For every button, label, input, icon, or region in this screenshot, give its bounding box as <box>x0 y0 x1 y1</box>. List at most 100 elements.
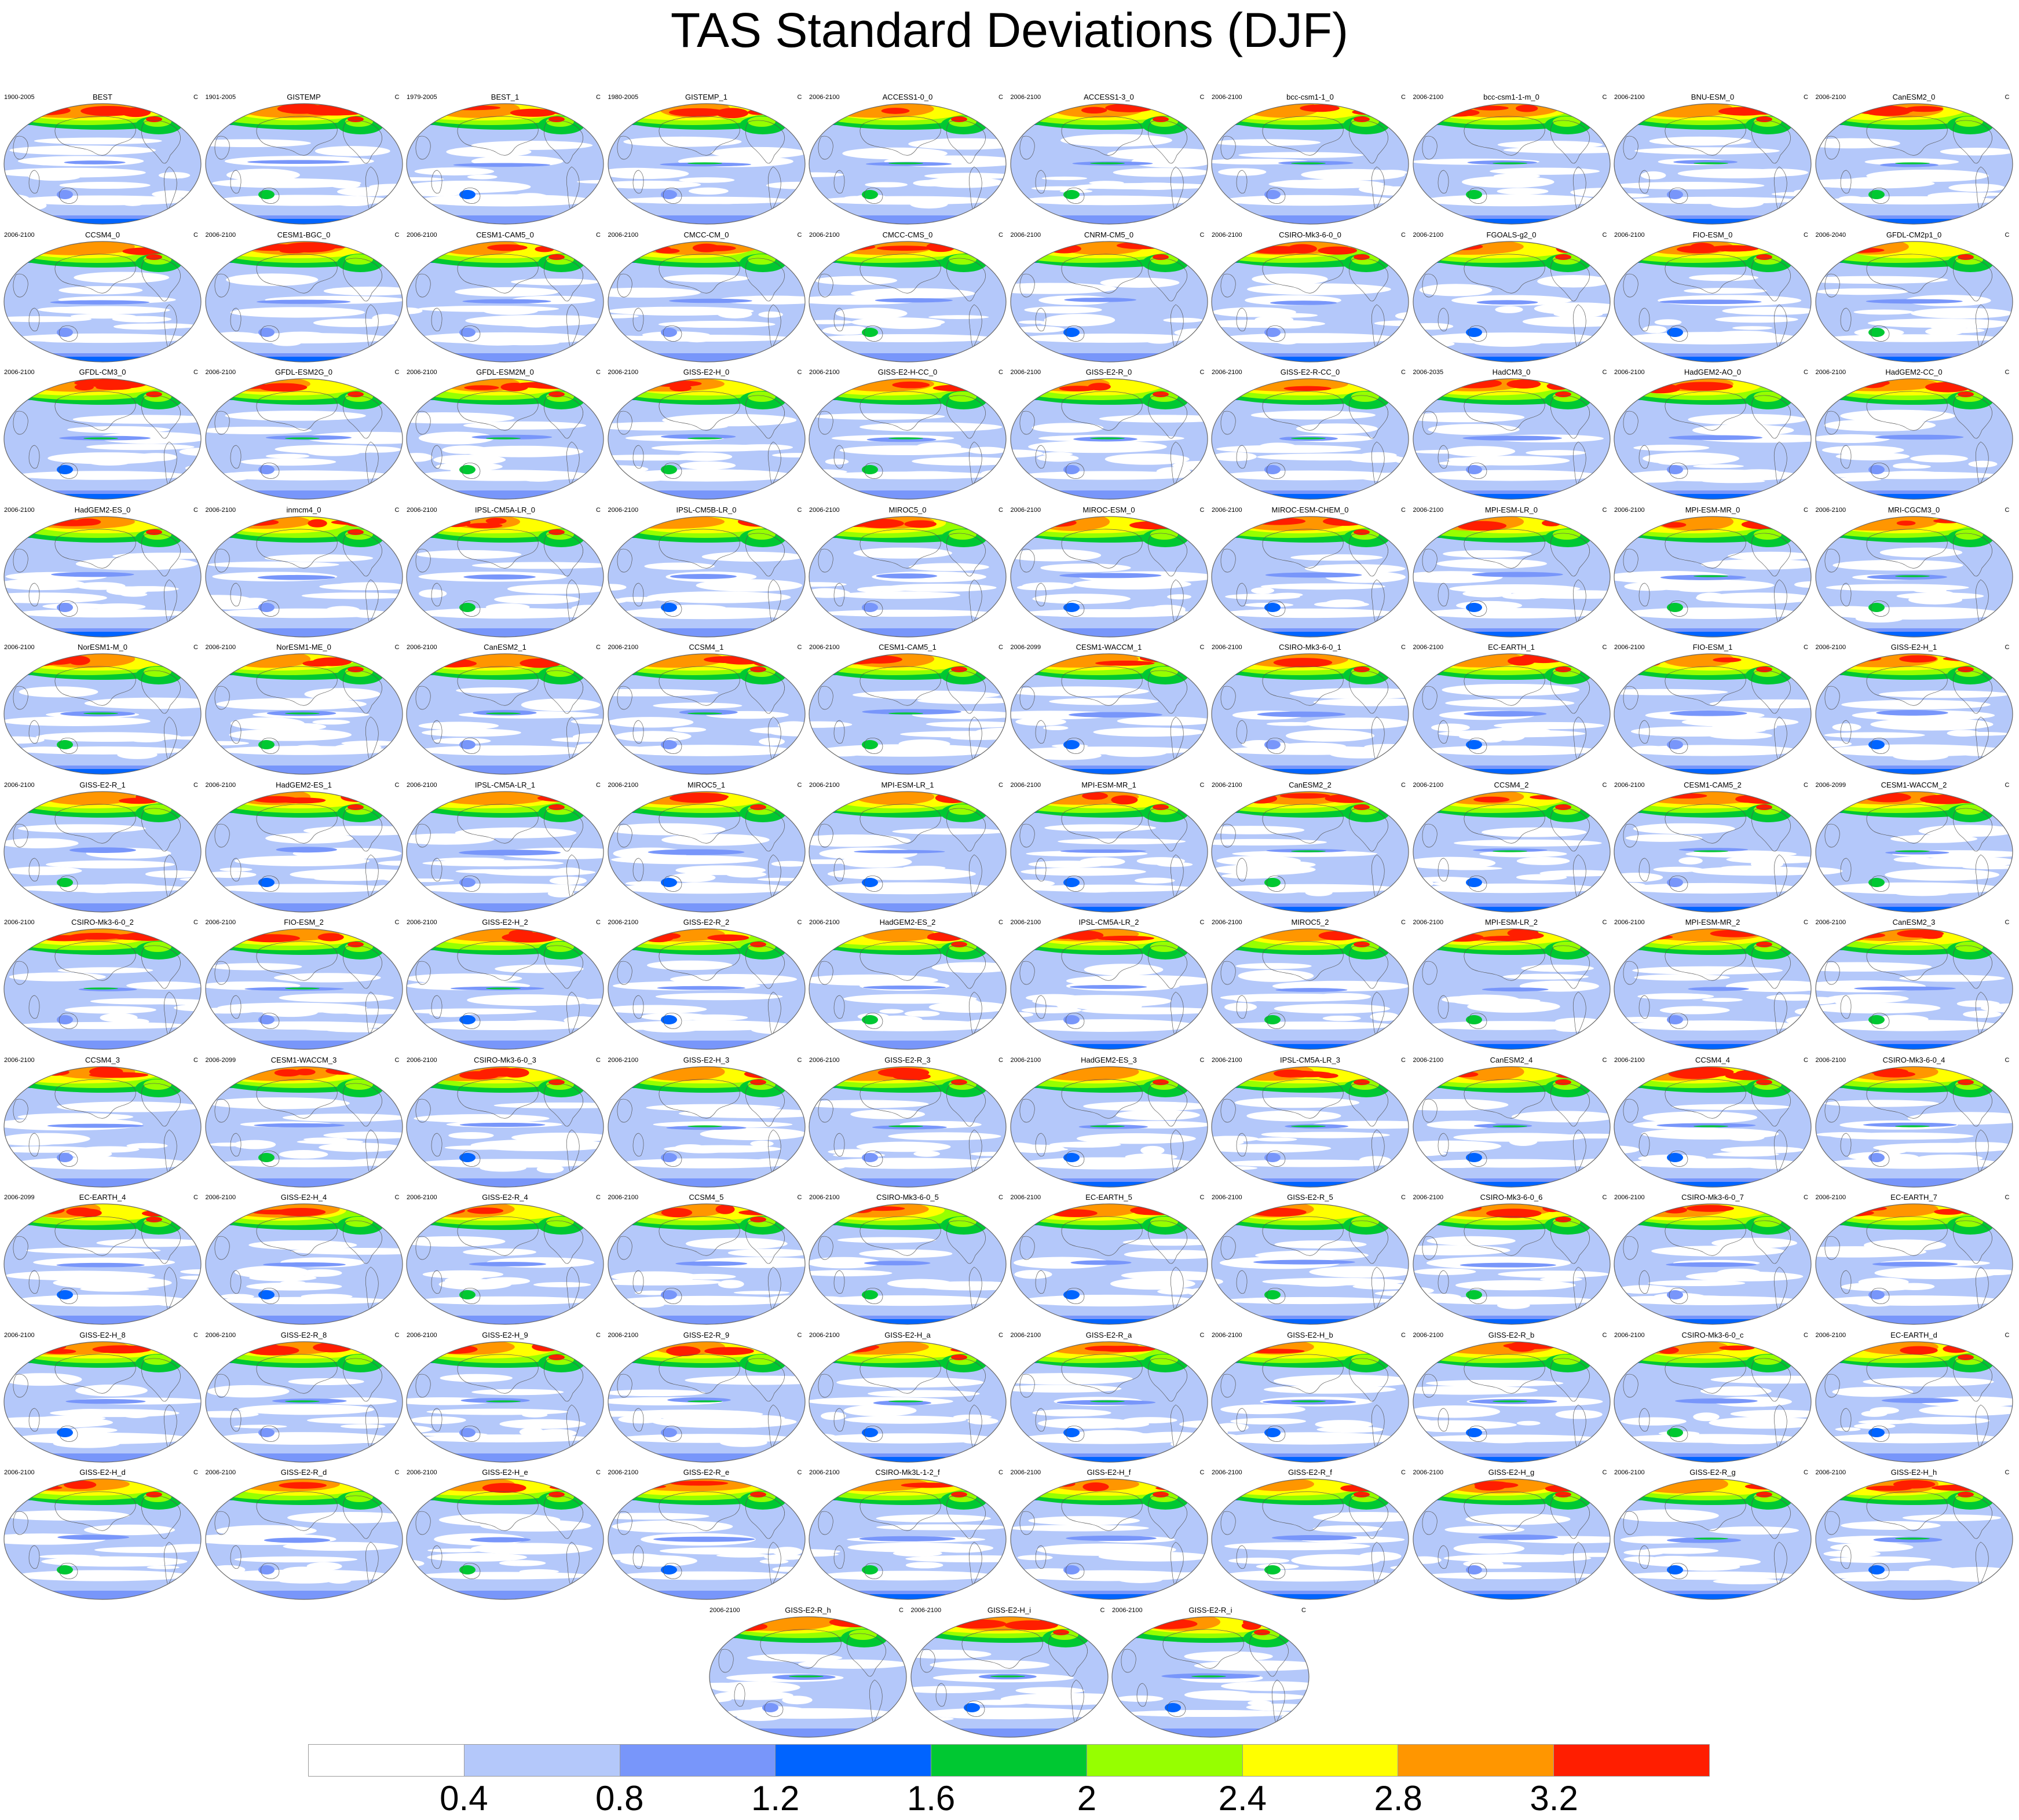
map-panel: MPI-ESM-MR_0 2006-2100 C <box>1612 504 1813 640</box>
panel-map <box>204 378 403 500</box>
panel-map <box>1815 1341 2013 1463</box>
panel-map <box>1010 103 1208 225</box>
map-panel: GFDL-ESM2G_0 2006-2100 C <box>204 367 404 502</box>
panel-map <box>1010 1065 1208 1188</box>
map-panel: GISS-E2-H-CC_0 2006-2100 C <box>807 367 1008 502</box>
map-panel: CESM1-CAM5_1 2006-2100 C <box>807 642 1008 777</box>
panel-period: 2006-2100 <box>205 781 236 789</box>
colorbar-box <box>931 1745 1087 1776</box>
panel-map <box>1815 378 2013 500</box>
panel-title: GISS-E2-R_f <box>1288 1468 1332 1477</box>
panel-map <box>3 928 202 1050</box>
panel-map <box>1815 653 2013 775</box>
map-panel: NorESM1-M_0 2006-2100 C <box>2 642 203 777</box>
panel-units: C <box>2005 1056 2010 1064</box>
panel-map <box>1614 928 1812 1050</box>
panel-units: C <box>1199 94 1205 101</box>
panel-period: 2006-2100 <box>1010 94 1041 101</box>
panel-map <box>607 240 806 362</box>
colorbar-box <box>1398 1745 1554 1776</box>
panel-title: GISS-E2-R_9 <box>683 1330 730 1339</box>
panel-title: BEST_1 <box>491 93 520 101</box>
panel-title: CESM1-WACCM_1 <box>1076 643 1142 651</box>
colorbar-box <box>1242 1745 1398 1776</box>
panel-title: CanESM2_1 <box>484 643 526 651</box>
panel-map <box>406 515 604 638</box>
map-panel: GISS-E2-R_9 2006-2100 C <box>606 1330 807 1465</box>
panel-title: NorESM1-ME_0 <box>276 643 331 651</box>
panel-period: 2006-2100 <box>910 1606 942 1614</box>
map-panel: GFDL-CM2p1_0 2006-2040 C <box>1814 229 2014 365</box>
panel-map <box>1412 378 1611 500</box>
panel-title: GISS-E2-R_1 <box>79 780 126 789</box>
panel-map <box>709 1616 907 1738</box>
panel-period: 2006-2100 <box>809 1469 840 1476</box>
map-panel: CSIRO-Mk3-6-0_1 2006-2100 C <box>1210 642 1410 777</box>
panel-units: C <box>998 506 1003 514</box>
panel-map <box>1010 928 1208 1050</box>
panel-units: C <box>797 506 802 514</box>
panel-map <box>1211 378 1409 500</box>
panel-map <box>1614 1478 1812 1600</box>
panel-units: C <box>1199 1469 1205 1476</box>
panel-units: C <box>394 369 400 376</box>
map-panel: CCSM4_0 2006-2100 C <box>2 229 203 365</box>
panel-period: 2006-2100 <box>1614 506 1645 514</box>
panel-period: 2006-2035 <box>1413 369 1444 376</box>
map-panel: GISS-E2-R-CC_0 2006-2100 C <box>1210 367 1410 502</box>
panel-units: C <box>1804 919 1808 926</box>
panel-title: GISS-E2-H_4 <box>280 1193 327 1202</box>
map-panel: GISS-E2-R_4 2006-2100 C <box>405 1192 605 1327</box>
map-panel: CSIRO-Mk3-6-0_3 2006-2100 C <box>405 1054 605 1190</box>
panel-map <box>1010 653 1208 775</box>
panel-period: 2006-2100 <box>1212 94 1242 101</box>
panel-map <box>204 1478 403 1600</box>
panel-title: MPI-ESM-LR_0 <box>1484 505 1538 514</box>
map-panel: FIO-ESM_2 2006-2100 C <box>204 917 404 1052</box>
map-panel: GISS-E2-R_h 2006-2100 C <box>708 1605 908 1740</box>
map-panel: FIO-ESM_1 2006-2100 C <box>1612 642 1813 777</box>
panel-units: C <box>2005 919 2010 926</box>
panel-title: GISS-E2-R_5 <box>1287 1193 1333 1202</box>
panel-units: C <box>1199 781 1205 789</box>
panel-title: GISS-E2-R-CC_0 <box>1280 368 1340 376</box>
panel-map <box>1412 240 1611 362</box>
panel-map <box>1211 1478 1409 1600</box>
panel-period: 2006-2100 <box>4 919 35 926</box>
panel-title: FIO-ESM_0 <box>1692 230 1733 239</box>
map-panel: GISS-E2-R_a 2006-2100 C <box>1009 1330 1209 1465</box>
panel-map <box>607 1478 806 1600</box>
colorbar <box>308 1744 1710 1777</box>
map-panel: GISS-E2-R_e 2006-2100 C <box>606 1467 807 1602</box>
panel-units: C <box>1602 1331 1607 1339</box>
panel-title: GISTEMP <box>287 93 321 101</box>
map-panel: IPSL-CM5A-LR_1 2006-2100 C <box>405 779 605 915</box>
map-panel: EC-EARTH_4 2006-2099 C <box>2 1192 203 1327</box>
panel-title: IPSL-CM5B-LR_0 <box>676 505 737 514</box>
panel-map <box>204 515 403 638</box>
panel-title: CCSM4_1 <box>689 643 724 651</box>
panel-map <box>3 1203 202 1325</box>
map-panel: GISS-E2-H_3 2006-2100 C <box>606 1054 807 1190</box>
panel-map <box>1412 653 1611 775</box>
map-panel: HadCM3_0 2006-2035 C <box>1411 367 1612 502</box>
map-panel: GISS-E2-H_h 2006-2100 C <box>1814 1467 2014 1602</box>
panel-map <box>406 1341 604 1463</box>
panel-title: GISTEMP_1 <box>685 93 727 101</box>
map-panel: GISS-E2-H_d 2006-2100 C <box>2 1467 203 1602</box>
colorbar-tick-label: 3.2 <box>1530 1779 1578 1818</box>
panel-period: 2006-2100 <box>4 1331 35 1339</box>
panel-title: GFDL-CM2p1_0 <box>1886 230 1942 239</box>
panel-period: 1980-2005 <box>608 94 639 101</box>
panel-map <box>607 928 806 1050</box>
panel-title: CanESM2_4 <box>1490 1055 1533 1064</box>
panel-units: C <box>998 1469 1003 1476</box>
map-panel: CSIRO-Mk3-6-0_0 2006-2100 C <box>1210 229 1410 365</box>
panel-title: MRI-CGCM3_0 <box>1888 505 1940 514</box>
panel-map <box>1010 1341 1208 1463</box>
panel-units: C <box>797 781 802 789</box>
panel-title: CCSM4_3 <box>85 1055 120 1064</box>
panel-map <box>607 1065 806 1188</box>
panel-period: 2006-2100 <box>709 1606 740 1614</box>
panel-map <box>1412 1065 1611 1188</box>
